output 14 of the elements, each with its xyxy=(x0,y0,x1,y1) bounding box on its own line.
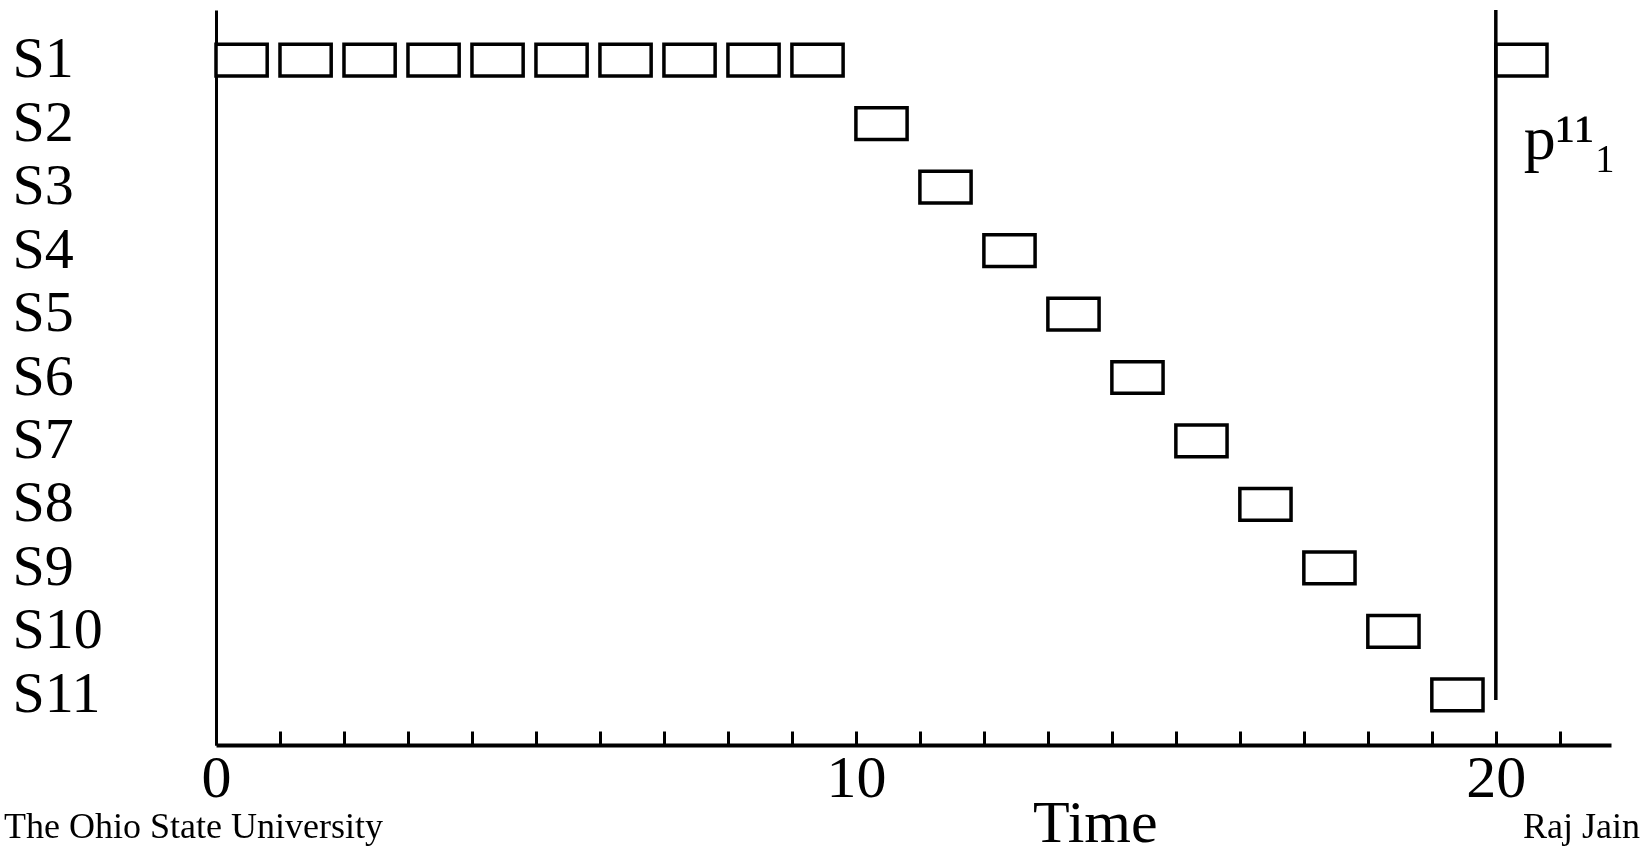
y-tick-label: S10 xyxy=(12,596,103,662)
y-tick-label: S8 xyxy=(12,469,74,535)
y-tick-label: S11 xyxy=(12,659,101,725)
y-tick-label: S3 xyxy=(12,152,74,218)
y-tick-label: S6 xyxy=(12,342,74,408)
y-tick-label: S5 xyxy=(12,279,74,345)
y-tick-label: S2 xyxy=(12,88,74,154)
ref-line-label: p¹¹₁ xyxy=(1523,102,1617,173)
x-axis-title: Time xyxy=(1033,788,1158,851)
y-tick-label: S9 xyxy=(12,532,74,598)
y-tick-label: S7 xyxy=(12,405,74,471)
x-tick-label: 10 xyxy=(826,743,887,810)
y-tick-label: S4 xyxy=(12,215,74,281)
y-tick-label: S1 xyxy=(12,25,74,91)
